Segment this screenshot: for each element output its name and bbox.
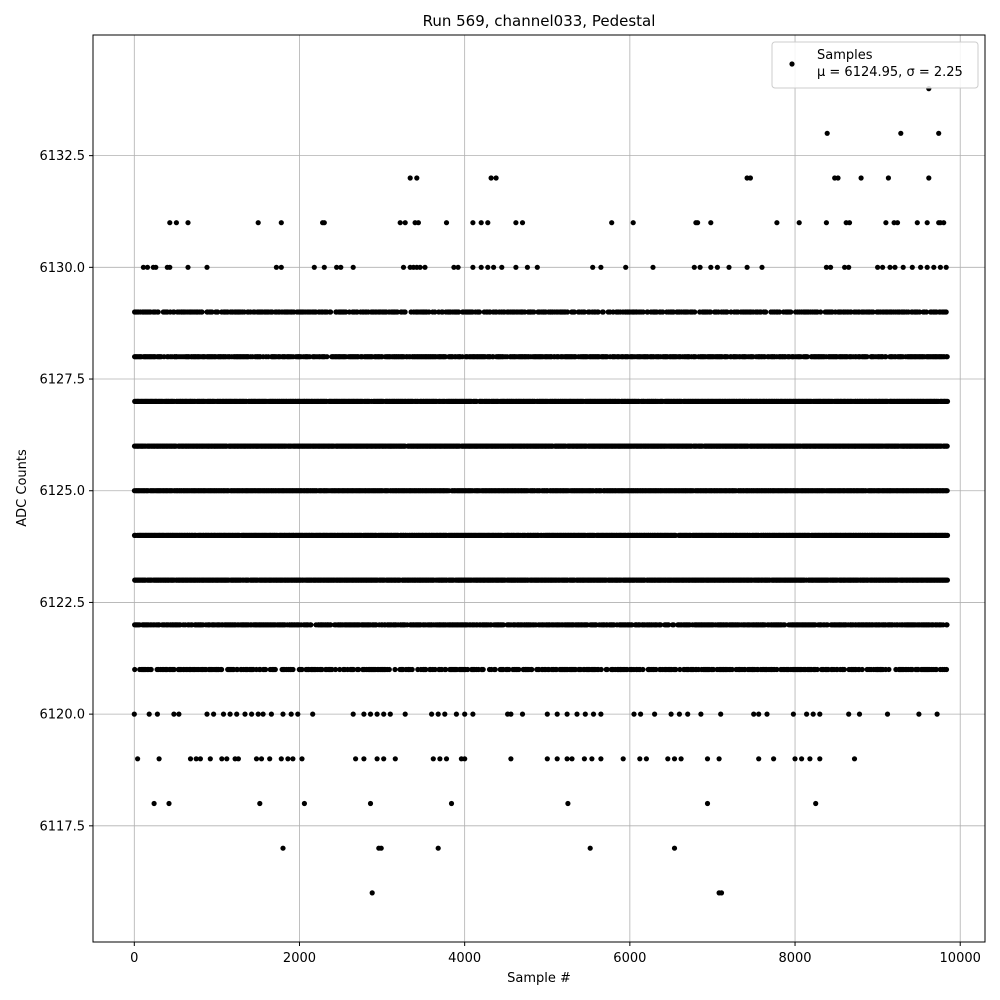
data-point (132, 666, 138, 673)
data-point (492, 666, 498, 673)
data-point (386, 666, 392, 673)
data-point (640, 666, 646, 673)
data-point (328, 622, 334, 628)
chart-title: Run 569, channel033, Pedestal (423, 12, 656, 30)
data-point (671, 622, 677, 628)
data-points (131, 86, 951, 896)
data-point (319, 666, 325, 673)
data-point (308, 622, 314, 628)
data-point (943, 666, 950, 673)
data-point (658, 622, 664, 628)
data-point (392, 666, 398, 673)
data-point (299, 666, 305, 673)
data-point (673, 666, 679, 673)
data-point (886, 666, 892, 673)
data-point (944, 488, 950, 494)
data-point (506, 666, 512, 673)
data-point (933, 666, 940, 673)
data-point (409, 666, 415, 673)
data-point (465, 666, 471, 673)
data-point (944, 443, 950, 449)
data-point (219, 666, 225, 673)
data-point (859, 666, 865, 673)
data-point (529, 666, 535, 673)
data-point (290, 666, 296, 673)
data-point (677, 666, 683, 673)
data-point (782, 622, 788, 628)
data-point (272, 666, 278, 673)
data-point (824, 622, 831, 628)
data-point (337, 666, 343, 673)
data-point (148, 666, 154, 673)
data-point (480, 666, 486, 673)
data-point (432, 666, 438, 673)
data-point (423, 666, 429, 673)
data-point (350, 666, 357, 673)
data-point (604, 666, 610, 673)
data-point (516, 666, 522, 673)
data-point (944, 577, 951, 583)
data-point (944, 622, 950, 628)
data-point (500, 622, 506, 628)
data-point (729, 666, 735, 673)
data-point (598, 666, 604, 673)
data-point (710, 666, 717, 673)
data-point (814, 666, 820, 673)
data-point (944, 532, 951, 539)
data-point (666, 622, 672, 628)
data-point (332, 666, 339, 673)
data-point (443, 666, 449, 673)
data-point (171, 666, 177, 673)
data-point (653, 666, 659, 673)
data-point (774, 666, 780, 673)
data-point (356, 666, 362, 673)
data-point (841, 666, 847, 673)
data-point (263, 666, 269, 673)
